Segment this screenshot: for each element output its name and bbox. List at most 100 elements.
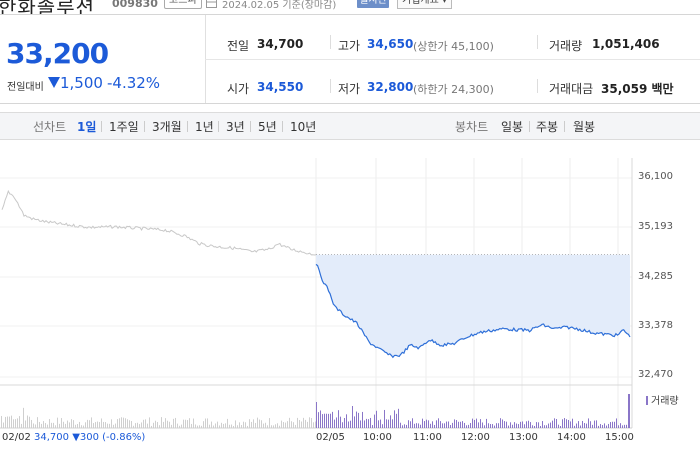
volume-legend-label: 거래량 <box>651 396 679 407</box>
y-tick-label: 33,378 <box>638 320 673 331</box>
volume-bar <box>107 423 108 428</box>
tab-daily-candle[interactable]: 일봉 <box>501 120 524 134</box>
volume-bar <box>15 419 16 428</box>
volume-bar <box>568 419 569 428</box>
volume-bar <box>382 424 383 428</box>
volume-bar <box>211 421 212 428</box>
current-price-box: 33,200 전일대비 1,500 -4.32% <box>0 15 206 103</box>
volume-bar <box>227 418 228 428</box>
volume-bar <box>209 424 210 428</box>
volume-bar <box>358 412 359 428</box>
volume-bar <box>243 421 244 428</box>
volume-bar <box>37 417 38 428</box>
column-divider <box>330 79 331 93</box>
tab-separator <box>564 121 565 132</box>
tab-3year[interactable]: 3년 <box>226 120 245 134</box>
volume-bar <box>87 419 88 428</box>
volume-bar <box>171 424 172 428</box>
volume-bar <box>594 420 595 428</box>
volume-bar <box>508 425 509 428</box>
volume-bar <box>129 420 130 428</box>
company-overview-button[interactable]: 기업개요 ▾ <box>397 0 452 9</box>
volume-bar <box>416 423 417 428</box>
volume-bar <box>532 425 533 428</box>
volume-bar <box>179 425 180 428</box>
volume-bar <box>247 425 248 428</box>
tab-separator <box>218 121 219 132</box>
tab-10year[interactable]: 10년 <box>290 120 317 134</box>
volume-bar <box>85 422 86 428</box>
volume-bar <box>374 414 375 428</box>
price-chart[interactable] <box>0 148 700 450</box>
tab-separator <box>101 121 102 132</box>
volume-bar <box>384 409 385 428</box>
volume-bar <box>588 418 589 428</box>
volume-bar <box>241 425 242 428</box>
volume-bar <box>510 422 511 428</box>
volume-bar <box>61 418 62 428</box>
volume-bar <box>137 422 138 428</box>
volume-bar <box>554 418 555 428</box>
tab-5year[interactable]: 5년 <box>258 120 277 134</box>
volume-legend: 거래량 <box>646 392 679 407</box>
volume-bar <box>159 425 160 428</box>
volume-bar <box>111 419 112 428</box>
volume-bar <box>199 425 200 428</box>
volume-bar <box>11 415 12 428</box>
volume-bar <box>516 423 517 428</box>
volume-bar <box>338 410 339 428</box>
volume-bar <box>113 424 114 428</box>
volume-bar <box>444 423 445 428</box>
volume-bar <box>370 417 371 428</box>
volume-bar <box>614 421 615 428</box>
volume-bar <box>117 419 118 428</box>
today-price-line <box>315 263 631 359</box>
volume-bar <box>149 417 150 428</box>
volume-bar <box>432 421 433 428</box>
volume-bar <box>5 416 6 428</box>
volume-bar <box>299 420 300 428</box>
volume-bar <box>127 419 128 428</box>
tab-3month[interactable]: 3개월 <box>152 120 182 134</box>
x-tick-label: 11:00 <box>413 432 442 443</box>
volume-bar <box>143 419 144 428</box>
realtime-button[interactable]: 실시간 <box>357 0 389 8</box>
volume-bar <box>394 410 395 428</box>
volume-bar <box>482 422 483 428</box>
tab-1day[interactable]: 1일 <box>77 120 97 134</box>
volume-bar <box>584 423 585 428</box>
volume-bar <box>277 423 278 428</box>
volume-bar <box>59 423 60 428</box>
volume-bar <box>69 422 70 428</box>
volume-bar <box>83 425 84 428</box>
market-badge: 코스피 <box>164 0 202 9</box>
volume-bar <box>173 418 174 428</box>
volume-bar <box>502 419 503 428</box>
volume-bar <box>414 423 415 428</box>
tab-weekly-candle[interactable]: 주봉 <box>536 120 559 134</box>
volume-bar <box>239 422 240 428</box>
volume-bar <box>380 419 381 428</box>
volume-bar <box>552 420 553 428</box>
volume-bar <box>51 422 52 428</box>
volume-bar <box>279 425 280 428</box>
volume-bar <box>606 425 607 428</box>
volume-bar <box>77 423 78 428</box>
volume-bar <box>524 424 525 428</box>
tab-1week[interactable]: 1주일 <box>109 120 139 134</box>
volume-bar <box>167 420 168 428</box>
tab-monthly-candle[interactable]: 월봉 <box>573 120 596 134</box>
volume-bar <box>436 420 437 428</box>
volume-bar <box>350 420 351 428</box>
volume-bar <box>580 425 581 428</box>
volume-bar <box>420 424 421 428</box>
column-divider <box>537 35 538 49</box>
prev-day-line <box>1 189 317 256</box>
high-label: 고가 <box>338 39 361 53</box>
volume-bar <box>626 424 627 428</box>
volume-bar <box>392 419 393 428</box>
volume-bar <box>340 416 341 428</box>
volume-bar <box>267 425 268 428</box>
tab-1year[interactable]: 1년 <box>195 120 214 134</box>
volume-bar <box>17 418 18 428</box>
